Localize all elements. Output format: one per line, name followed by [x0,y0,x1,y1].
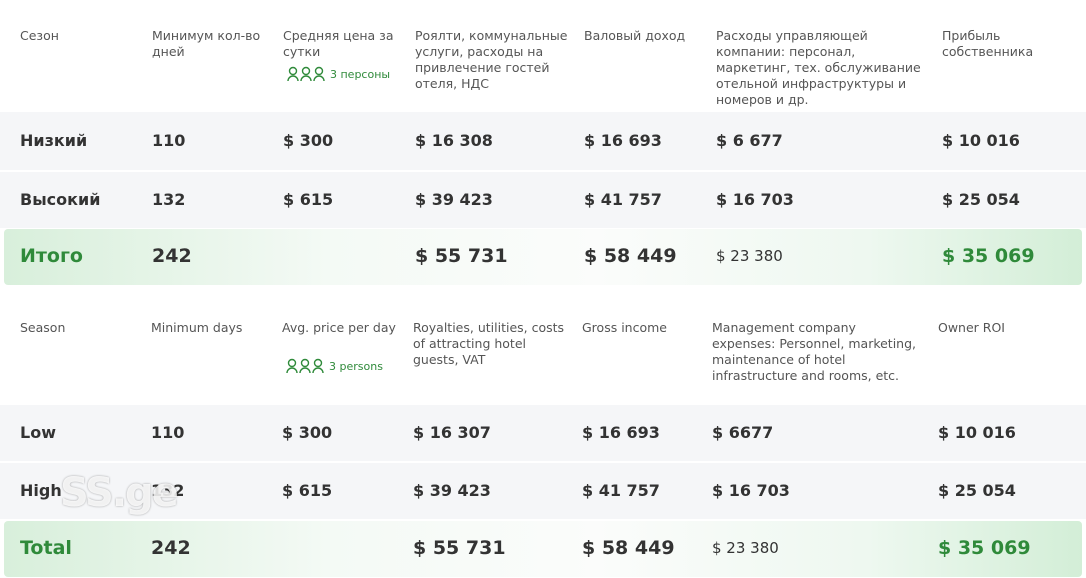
cell: 110 [152,131,186,150]
persons-icon [287,66,325,82]
cell: $ 16 703 [712,481,790,500]
cell: $ 39 423 [415,190,493,209]
cell: $ 16 693 [582,423,660,442]
cell: $ 25 054 [942,190,1020,209]
header-cell: Avg. price per day [282,320,396,335]
header-cell: Валовый доход [584,28,686,43]
header-cell: Роялти, коммунальные услуги, расходы на … [415,28,568,91]
cell: $ 41 757 [584,190,662,209]
header-row: Season Minimum days Avg. price per day Roya… [0,292,1086,398]
cell: Низкий [20,131,88,150]
total-row: Total 242 $ 55 731 $ 58 449 $ 23 380 $ 35 069 [4,521,1082,577]
cell: $ 615 [282,481,333,500]
cell: Low [20,423,56,442]
cell: $ 10 016 [942,131,1020,150]
cell: High [20,481,62,500]
total-cell: $ 35 069 [942,245,1035,267]
data-row: Низкий 110 $ 300 $ 16 308 $ 16 693 $ 6 677 $ 1… [0,112,1086,170]
cell: 132 [151,481,185,500]
cell: $ 10 016 [938,423,1016,442]
total-cell: 242 [151,537,191,559]
header-row: Сезон Минимум кол-во дней Средняя цена за … [0,0,1086,107]
total-cell: $ 58 449 [584,245,677,267]
total-cell: $ 23 380 [712,539,779,557]
persons-icon [286,358,324,374]
cell: $ 25 054 [938,481,1016,500]
total-cell: Итого [20,245,83,267]
cell: $ 16 307 [413,423,491,442]
header-cell: Прибыль собственника [942,28,1034,59]
header-cell: Owner ROI [938,320,1005,335]
header-cell: Расходы управляющей компании: персонал, … [716,28,921,107]
data-row: Low 110 $ 300 $ 16 307 $ 16 693 $ 6677 $ 10 01… [0,405,1086,461]
total-cell: $ 23 380 [716,247,783,265]
header-cell: Management company expenses: Personnel, … [712,320,917,383]
header-cell: Season [20,320,66,335]
total-cell: Total [20,537,72,559]
cell: $ 300 [283,131,334,150]
total-cell: 242 [152,245,192,267]
cell: $ 615 [283,190,334,209]
total-row: Итого 242 $ 55 731 $ 58 449 $ 23 380 $ 35 069 [4,229,1082,285]
cell: $ 6677 [712,423,774,442]
cell: $ 300 [282,423,333,442]
cell: 110 [151,423,185,442]
cell: $ 16 703 [716,190,794,209]
header-cell: Средняя цена за сутки [283,28,394,59]
persons-label: 3 персоны [330,67,391,81]
cell: Высокий [20,190,101,209]
cell: 132 [152,190,186,209]
persons-note: 3 персоны [286,66,390,82]
total-cell: $ 35 069 [938,537,1031,559]
data-row: Высокий 132 $ 615 $ 39 423 $ 41 757 $ 16 703 $… [0,172,1086,228]
cell: $ 16 308 [415,131,493,150]
total-cell: $ 55 731 [415,245,508,267]
header-cell: Royalties, utilities, costs of attractin… [413,320,565,367]
header-cell: Минимум кол-во дней [152,28,261,59]
persons-note: 3 persons [285,358,383,374]
header-cell: Сезон [20,28,59,43]
cell: $ 41 757 [582,481,660,500]
cell: $ 39 423 [413,481,491,500]
cell: $ 6 677 [716,131,783,150]
cell: $ 16 693 [584,131,662,150]
header-cell: Minimum days [151,320,243,335]
persons-label: 3 persons [329,359,383,373]
header-cell: Gross income [582,320,667,335]
watermark: SS.ge [60,470,179,516]
total-cell: $ 58 449 [582,537,675,559]
total-cell: $ 55 731 [413,537,506,559]
data-row: High 132 $ 615 $ 39 423 $ 41 757 $ 16 703 $ 25… [0,463,1086,519]
